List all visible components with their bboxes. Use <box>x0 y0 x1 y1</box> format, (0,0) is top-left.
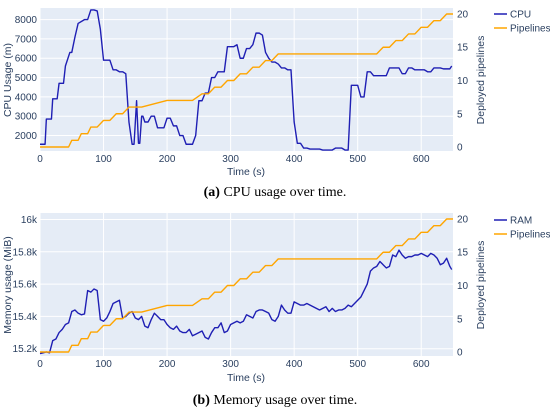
x-tick-label: 300 <box>222 359 239 370</box>
y-tick-label: 15.4k <box>13 312 38 323</box>
y-tick-label: 4000 <box>15 92 38 103</box>
x-tick-label: 500 <box>349 154 366 165</box>
y2-tick-label: 10 <box>457 76 469 87</box>
caption-label-a: (a) <box>204 185 221 200</box>
series-line-pipelines <box>40 13 453 148</box>
x-tick-label: 200 <box>159 154 176 165</box>
series-line-cpu <box>40 9 453 151</box>
series-b <box>39 218 453 355</box>
y2-tick-label: 20 <box>457 214 469 225</box>
x-tick-label: 0 <box>37 154 43 165</box>
series-line-pipelines <box>40 218 453 353</box>
y-tick-label: 5000 <box>15 73 38 84</box>
x-tick-label: 400 <box>286 154 303 165</box>
caption-label-b: (b) <box>193 393 210 408</box>
y-axis-title-a: CPU Usage (m) <box>2 43 14 117</box>
ticks-a: 0 100 200 300 400 500 600200030004000500060007… <box>15 9 469 165</box>
x-tick-label: 200 <box>159 359 176 370</box>
y-tick-label: 15.2k <box>13 344 38 355</box>
y2-axis-title-a: Deployed pipelines <box>475 36 487 125</box>
y-tick-label: 15.6k <box>13 280 38 291</box>
y2-tick-label: 0 <box>457 348 463 359</box>
y-tick-label: 6000 <box>15 54 38 65</box>
y-tick-label: 16k <box>21 215 38 226</box>
y2-tick-label: 0 <box>457 143 463 154</box>
y2-tick-label: 15 <box>457 43 469 54</box>
x-tick-label: 0 <box>37 359 43 370</box>
y2-tick-label: 5 <box>457 314 463 325</box>
y2-tick-label: 5 <box>457 109 463 120</box>
x-tick-label: 100 <box>95 154 112 165</box>
caption-text-b: Memory usage over time. <box>210 393 357 408</box>
legend-label-pipelines-a: Pipelines <box>510 24 550 35</box>
y2-tick-label: 20 <box>457 9 469 20</box>
legend-label-cpu: CPU <box>510 10 531 21</box>
y-tick-label: 15.8k <box>13 247 38 258</box>
x-tick-label: 600 <box>413 154 430 165</box>
x-tick-label: 400 <box>286 359 303 370</box>
y-tick-label: 3000 <box>15 112 38 123</box>
y2-tick-label: 10 <box>457 281 469 292</box>
legend-label-pipelines-b: Pipelines <box>510 230 550 241</box>
x-axis-title-b: Time (s) <box>227 372 265 384</box>
ticks-b: 0 100 200 300 400 500 60015.2k15.4k15.6k15.8k1… <box>13 214 469 370</box>
y-tick-label: 8000 <box>15 15 38 26</box>
x-tick-label: 300 <box>222 154 239 165</box>
x-tick-label: 600 <box>413 359 430 370</box>
plot-area-a <box>40 8 453 151</box>
chart-panel-b: 0 100 200 300 400 500 60015.2k15.4k15.6k15.8k1… <box>2 213 550 408</box>
series-a <box>40 9 453 151</box>
y-tick-label: 7000 <box>15 34 38 45</box>
legend-label-ram: RAM <box>510 216 532 227</box>
y-axis-title-b: Memory usage (MiB) <box>2 236 14 333</box>
caption-a: (a) CPU usage over time. <box>204 185 347 200</box>
y2-tick-label: 15 <box>457 248 469 259</box>
legend-b: RAM Pipelines <box>494 216 550 241</box>
caption-b: (b) Memory usage over time. <box>193 393 357 408</box>
y-tick-label: 2000 <box>15 131 38 142</box>
y2-axis-title-b: Deployed pipelines <box>475 241 487 330</box>
x-tick-label: 500 <box>349 359 366 370</box>
grid-b <box>39 213 453 356</box>
grid-a <box>39 8 453 151</box>
x-tick-label: 100 <box>95 359 112 370</box>
chart-panel-a: 0 100 200 300 400 500 600200030004000500060007… <box>2 8 550 200</box>
series-line-ram <box>39 249 453 355</box>
x-axis-title-a: Time (s) <box>227 166 265 178</box>
caption-text-a: CPU usage over time. <box>220 185 346 200</box>
legend-a: CPU Pipelines <box>494 10 550 35</box>
